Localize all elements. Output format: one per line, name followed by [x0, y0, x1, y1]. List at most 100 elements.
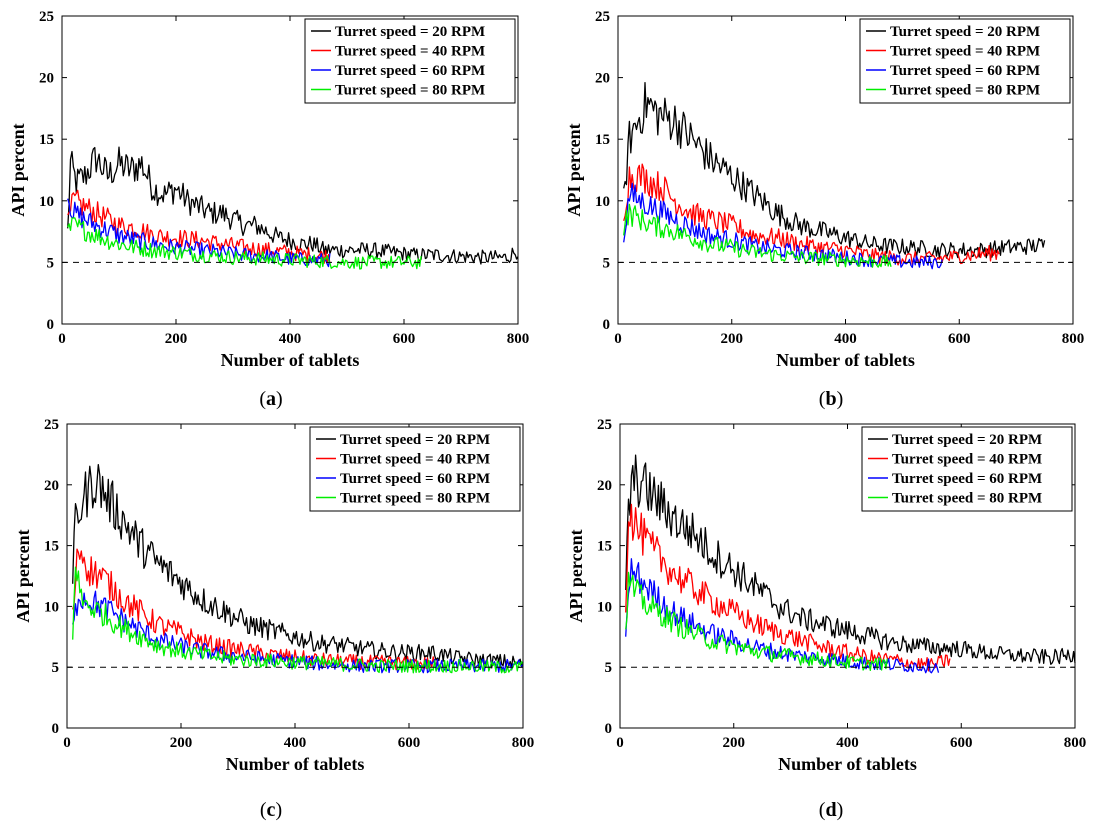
series-line-4 [625, 571, 888, 672]
legend-entry-label: Turret speed = 20 RPM [335, 24, 485, 40]
y-axis-title: API percent [564, 123, 584, 216]
x-tick-label: 600 [393, 331, 416, 347]
panel-caption-letter: c [267, 799, 276, 821]
plot-area [67, 146, 519, 270]
panel-caption-letter: b [825, 388, 836, 410]
panel-caption: (a) [259, 388, 282, 410]
y-tick-label: 25 [595, 9, 610, 25]
y-tick-label: 15 [595, 132, 610, 148]
x-tick-label: 200 [723, 735, 746, 751]
x-tick-label: 800 [507, 331, 530, 347]
x-tick-label: 600 [398, 735, 421, 751]
x-tick-label: 400 [284, 735, 307, 751]
series-line-2 [625, 503, 951, 672]
legend-entry-label: Turret speed = 20 RPM [890, 24, 1040, 40]
legend: Turret speed = 20 RPM Turret speed = 40 R… [859, 18, 1071, 104]
legend-box [304, 18, 516, 104]
y-axis-title: API percent [8, 123, 28, 216]
legend: Turret speed = 20 RPM Turret speed = 40 R… [309, 426, 521, 512]
legend-entry-label: Turret speed = 40 RPM [890, 44, 1040, 60]
y-tick-label: 10 [39, 194, 54, 210]
panel-caption-letter: d [825, 799, 836, 821]
panel-caption-letter: a [266, 388, 276, 410]
series-line-3 [623, 182, 943, 270]
legend-entry-label: Turret speed = 80 RPM [892, 491, 1042, 507]
y-tick-label: 0 [605, 721, 613, 737]
y-tick-label: 25 [597, 417, 612, 433]
x-tick-label: 600 [950, 735, 973, 751]
y-tick-label: 5 [47, 255, 55, 271]
legend-entry-label: Turret speed = 80 RPM [340, 491, 490, 507]
legend-box [861, 426, 1073, 512]
x-tick-label: 400 [279, 331, 302, 347]
y-tick-label: 20 [39, 71, 54, 87]
x-axis-title: Number of tablets [776, 350, 915, 370]
legend-entry-label: Turret speed = 40 RPM [892, 452, 1042, 468]
series-line-1 [72, 463, 524, 669]
y-tick-label: 0 [47, 317, 55, 333]
y-tick-label: 5 [603, 255, 611, 271]
x-axis-title: Number of tablets [221, 350, 360, 370]
series-line-1 [625, 454, 1076, 665]
legend-entry-label: Turret speed = 80 RPM [890, 83, 1040, 99]
x-tick-label: 200 [170, 735, 193, 751]
series-line-4 [623, 203, 892, 268]
x-tick-label: 0 [63, 735, 71, 751]
y-tick-label: 0 [52, 721, 60, 737]
series-line-2 [72, 548, 439, 671]
series-line-2 [623, 163, 1000, 266]
y-tick-label: 15 [39, 132, 54, 148]
y-tick-label: 10 [44, 599, 59, 615]
series-line-3 [72, 590, 524, 674]
x-axis-title: Number of tablets [778, 754, 917, 774]
series-line-4 [67, 217, 422, 270]
series-line-1 [67, 146, 519, 265]
legend-entry-label: Turret speed = 20 RPM [892, 432, 1042, 448]
y-tick-label: 15 [597, 539, 612, 555]
y-tick-label: 10 [595, 194, 610, 210]
legend: Turret speed = 20 RPM Turret speed = 40 R… [304, 18, 516, 104]
y-tick-label: 25 [39, 9, 54, 25]
y-tick-label: 15 [44, 539, 59, 555]
y-axis-title: API percent [566, 529, 586, 622]
x-axis-title: Number of tablets [226, 754, 365, 774]
x-tick-label: 200 [721, 331, 744, 347]
y-axis-title: API percent [13, 529, 33, 622]
series-line-4 [72, 566, 524, 674]
x-tick-label: 400 [836, 735, 859, 751]
y-tick-label: 20 [597, 478, 612, 494]
legend-entry-label: Turret speed = 80 RPM [335, 83, 485, 99]
y-tick-label: 20 [44, 478, 59, 494]
x-tick-label: 800 [1062, 331, 1085, 347]
plot-area [72, 463, 524, 674]
chart-panel-a: 0 200 400 600 800 0 5 10 15 20 25 Number of tablets… [8, 9, 529, 410]
x-tick-label: 200 [165, 331, 188, 347]
legend: Turret speed = 20 RPM Turret speed = 40 R… [861, 426, 1073, 512]
series-line-1 [623, 81, 1046, 259]
x-tick-label: 800 [512, 735, 535, 751]
y-tick-label: 25 [44, 417, 59, 433]
y-tick-label: 5 [605, 660, 613, 676]
legend-box [309, 426, 521, 512]
x-tick-label: 600 [948, 331, 971, 347]
plot-area [623, 81, 1046, 270]
panel-caption: (d) [819, 799, 843, 821]
y-tick-label: 20 [595, 71, 610, 87]
y-tick-label: 0 [603, 317, 611, 333]
chart-panel-b: 0 200 400 600 800 0 5 10 15 20 25 Number of tablets… [564, 9, 1084, 410]
y-tick-label: 5 [52, 660, 60, 676]
x-tick-label: 0 [616, 735, 624, 751]
x-tick-label: 800 [1064, 735, 1087, 751]
legend-entry-label: Turret speed = 60 RPM [890, 63, 1040, 79]
chart-panel-c: 0 200 400 600 800 0 5 10 15 20 25 Number of tablets… [13, 417, 534, 821]
legend-entry-label: Turret speed = 40 RPM [340, 452, 490, 468]
series-line-3 [67, 198, 331, 268]
legend-entry-label: Turret speed = 60 RPM [892, 471, 1042, 487]
legend-box [859, 18, 1071, 104]
chart-panel-d: 0 200 400 600 800 0 5 10 15 20 25 Number of tablets… [566, 417, 1086, 821]
plot-area [625, 454, 1076, 674]
y-tick-label: 10 [597, 599, 612, 615]
panel-caption: (b) [819, 388, 843, 410]
x-tick-label: 0 [614, 331, 622, 347]
